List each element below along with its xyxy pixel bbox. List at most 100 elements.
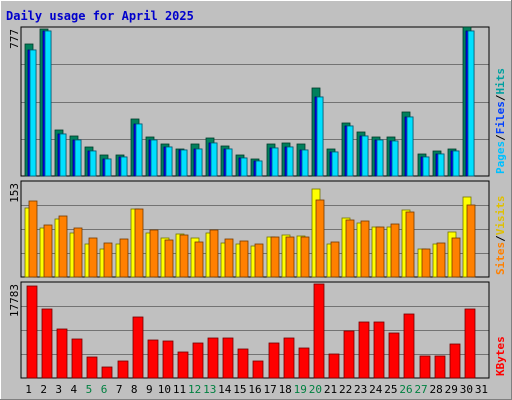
bar-kbytes-3: [56, 328, 68, 379]
bar-sites-22: [345, 219, 355, 278]
day-label: 14: [218, 383, 232, 396]
day-label: 20: [309, 383, 322, 396]
bar-sites-14: [224, 238, 234, 278]
bar-sites-6: [103, 242, 113, 278]
panel-hits: 777: [8, 26, 490, 177]
bar-kbytes-13: [207, 337, 219, 379]
bar-pages-9: [150, 139, 158, 177]
bar-sites-25: [390, 223, 400, 278]
bar-sites-15: [239, 240, 249, 278]
bar-sites-4: [73, 227, 83, 278]
bar-pages-28: [437, 153, 445, 177]
bar-pages-12: [195, 148, 203, 177]
bar-kbytes-24: [373, 321, 385, 379]
day-label: 28: [430, 383, 443, 396]
bar-sites-8: [134, 208, 144, 278]
day-label: 23: [354, 383, 367, 396]
panel-kbytes-max-label: 17783: [8, 284, 21, 317]
bar-sites-9: [149, 229, 159, 278]
bar-kbytes-7: [117, 360, 129, 379]
day-label: 4: [71, 383, 78, 396]
bar-sites-2: [43, 224, 53, 278]
bar-pages-15: [240, 157, 248, 177]
bar-sites-19: [300, 236, 310, 278]
bar-pages-30: [467, 30, 475, 177]
day-label: 2: [40, 383, 47, 396]
bar-kbytes-17: [268, 342, 280, 379]
bar-kbytes-28: [434, 355, 446, 379]
bar-kbytes-29: [449, 343, 461, 379]
bar-sites-13: [209, 229, 219, 278]
bar-pages-24: [376, 139, 384, 177]
bar-pages-19: [301, 149, 309, 177]
bar-pages-21: [331, 151, 339, 177]
bar-kbytes-8: [132, 316, 144, 379]
bar-pages-22: [346, 125, 354, 177]
bar-sites-5: [88, 237, 98, 278]
bar-sites-7: [119, 238, 129, 278]
day-label: 15: [233, 383, 246, 396]
bar-kbytes-4: [71, 338, 83, 379]
bar-kbytes-18: [283, 337, 295, 379]
bar-pages-23: [361, 135, 369, 177]
bar-sites-10: [164, 239, 174, 278]
bar-pages-18: [286, 146, 294, 177]
panel-kbytes: 17783: [8, 281, 490, 379]
side-label-separator: /: [494, 134, 507, 141]
day-label: 7: [116, 383, 123, 396]
bar-pages-2: [44, 30, 52, 177]
bar-pages-16: [255, 160, 263, 177]
bar-pages-26: [406, 116, 414, 177]
panel-visits-max-label: 153: [8, 183, 21, 203]
bar-kbytes-2: [41, 308, 53, 379]
side-label-kbytes_panel: KBytes: [494, 336, 507, 376]
bar-sites-26: [405, 211, 415, 278]
bar-sites-27: [421, 248, 431, 278]
day-label: 31: [475, 383, 488, 396]
panel-visits: 153: [8, 180, 490, 278]
bar-pages-13: [210, 142, 218, 177]
bar-kbytes-11: [177, 351, 189, 379]
bar-pages-14: [225, 148, 233, 177]
bar-pages-6: [104, 158, 112, 177]
bar-pages-7: [120, 156, 128, 177]
day-label: 21: [324, 383, 337, 396]
day-label: 16: [248, 383, 261, 396]
day-label: 25: [384, 383, 397, 396]
day-label: 29: [445, 383, 458, 396]
bar-kbytes-6: [101, 366, 113, 379]
side-label-separator: /: [494, 94, 507, 101]
bar-pages-29: [452, 150, 460, 177]
bar-sites-21: [330, 241, 340, 278]
bar-kbytes-25: [388, 332, 400, 379]
bar-kbytes-27: [419, 355, 431, 379]
bar-pages-17: [271, 147, 279, 177]
side-label-sites: Sites: [494, 242, 507, 275]
bar-kbytes-9: [147, 339, 159, 379]
day-label: 10: [158, 383, 171, 396]
bar-pages-4: [74, 139, 82, 177]
panels: 777 153 17783: [8, 26, 490, 379]
day-label: 11: [173, 383, 186, 396]
bar-sites-24: [375, 226, 385, 278]
bar-pages-27: [422, 156, 430, 177]
day-label: 8: [131, 383, 138, 396]
side-label-files: Files: [494, 101, 507, 134]
day-label: 5: [86, 383, 93, 396]
bar-kbytes-19: [298, 347, 310, 379]
day-label: 13: [203, 383, 216, 396]
day-label: 19: [294, 383, 307, 396]
bar-sites-1: [28, 200, 38, 278]
day-label: 26: [399, 383, 412, 396]
bar-pages-5: [89, 150, 97, 177]
day-label: 27: [414, 383, 427, 396]
side-label-hits: Hits: [494, 68, 507, 95]
bar-pages-25: [391, 140, 399, 177]
bar-kbytes-14: [222, 337, 234, 379]
day-label: 9: [146, 383, 153, 396]
side-label-hits_panel: Pages/Files/Hits: [494, 68, 507, 174]
bar-kbytes-22: [343, 330, 355, 379]
bar-kbytes-30: [464, 308, 476, 379]
day-label: 18: [279, 383, 292, 396]
